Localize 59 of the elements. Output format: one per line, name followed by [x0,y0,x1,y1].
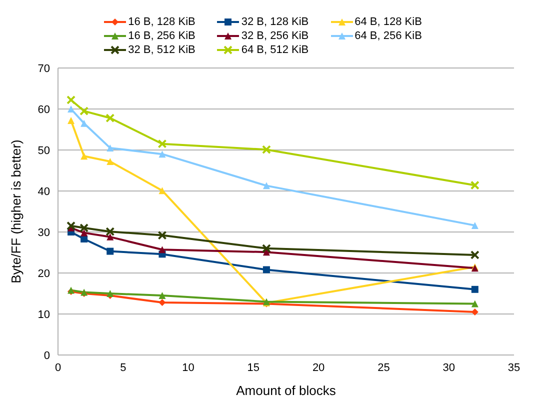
point [470,180,480,190]
x-tick-label: 35 [508,362,520,374]
point [262,244,271,253]
point [262,248,270,256]
point [262,266,270,274]
y-tick-label: 10 [38,308,50,321]
y-tick-label: 50 [38,144,50,157]
legend-label: 64 B, 256 KiB [354,30,422,42]
point [80,106,89,116]
x-tick-label: 0 [54,362,62,374]
point [106,144,114,152]
point [158,230,167,240]
point [471,308,478,316]
point [80,223,89,232]
point [471,286,478,293]
point [66,95,76,104]
y-tick-label: 0 [44,350,50,362]
legend-label: 32 B, 128 KiB [241,16,309,28]
x-tick-label: 20 [312,362,325,374]
legend-label: 32 B, 256 KiB [241,30,309,42]
point [158,150,166,158]
x-tick-label: 10 [182,362,194,374]
point [80,152,88,160]
point [106,248,114,255]
point [80,229,88,236]
point [471,300,478,308]
y-tick-label: 30 [38,226,50,239]
legend-label: 16 B, 128 KiB [128,16,196,28]
x-tick-label: 25 [378,362,390,374]
legend-label: 32 B, 512 KiB [128,44,196,56]
point [470,250,480,260]
legend-label: 16 B, 256 KiB [128,30,196,42]
point [262,145,271,154]
y-tick-label: 60 [38,104,50,116]
y-tick-label: 70 [38,62,50,75]
legend-label: 64 B, 128 KiB [354,16,422,28]
point [106,233,114,240]
point [66,221,76,230]
legend-label: 64 B, 512 KiB [241,44,309,56]
point [471,222,478,229]
x-axis-title: Amount of blocks [236,383,336,398]
point [106,290,114,297]
point [158,299,166,306]
point [68,106,75,112]
x-tick-label: 30 [442,362,455,374]
point [68,116,75,124]
point [106,227,115,236]
point [158,139,167,148]
y-tick-label: 20 [38,268,50,280]
y-tick-label: 40 [38,186,50,198]
x-tick-label: 15 [247,362,260,374]
point [106,114,115,123]
point [158,246,166,254]
point [262,182,270,190]
x-tick-label: 5 [120,362,126,374]
y-axis-title: Byte/FF (higher is better) [8,140,24,284]
point [158,187,166,194]
point [106,158,114,165]
point [158,292,166,300]
